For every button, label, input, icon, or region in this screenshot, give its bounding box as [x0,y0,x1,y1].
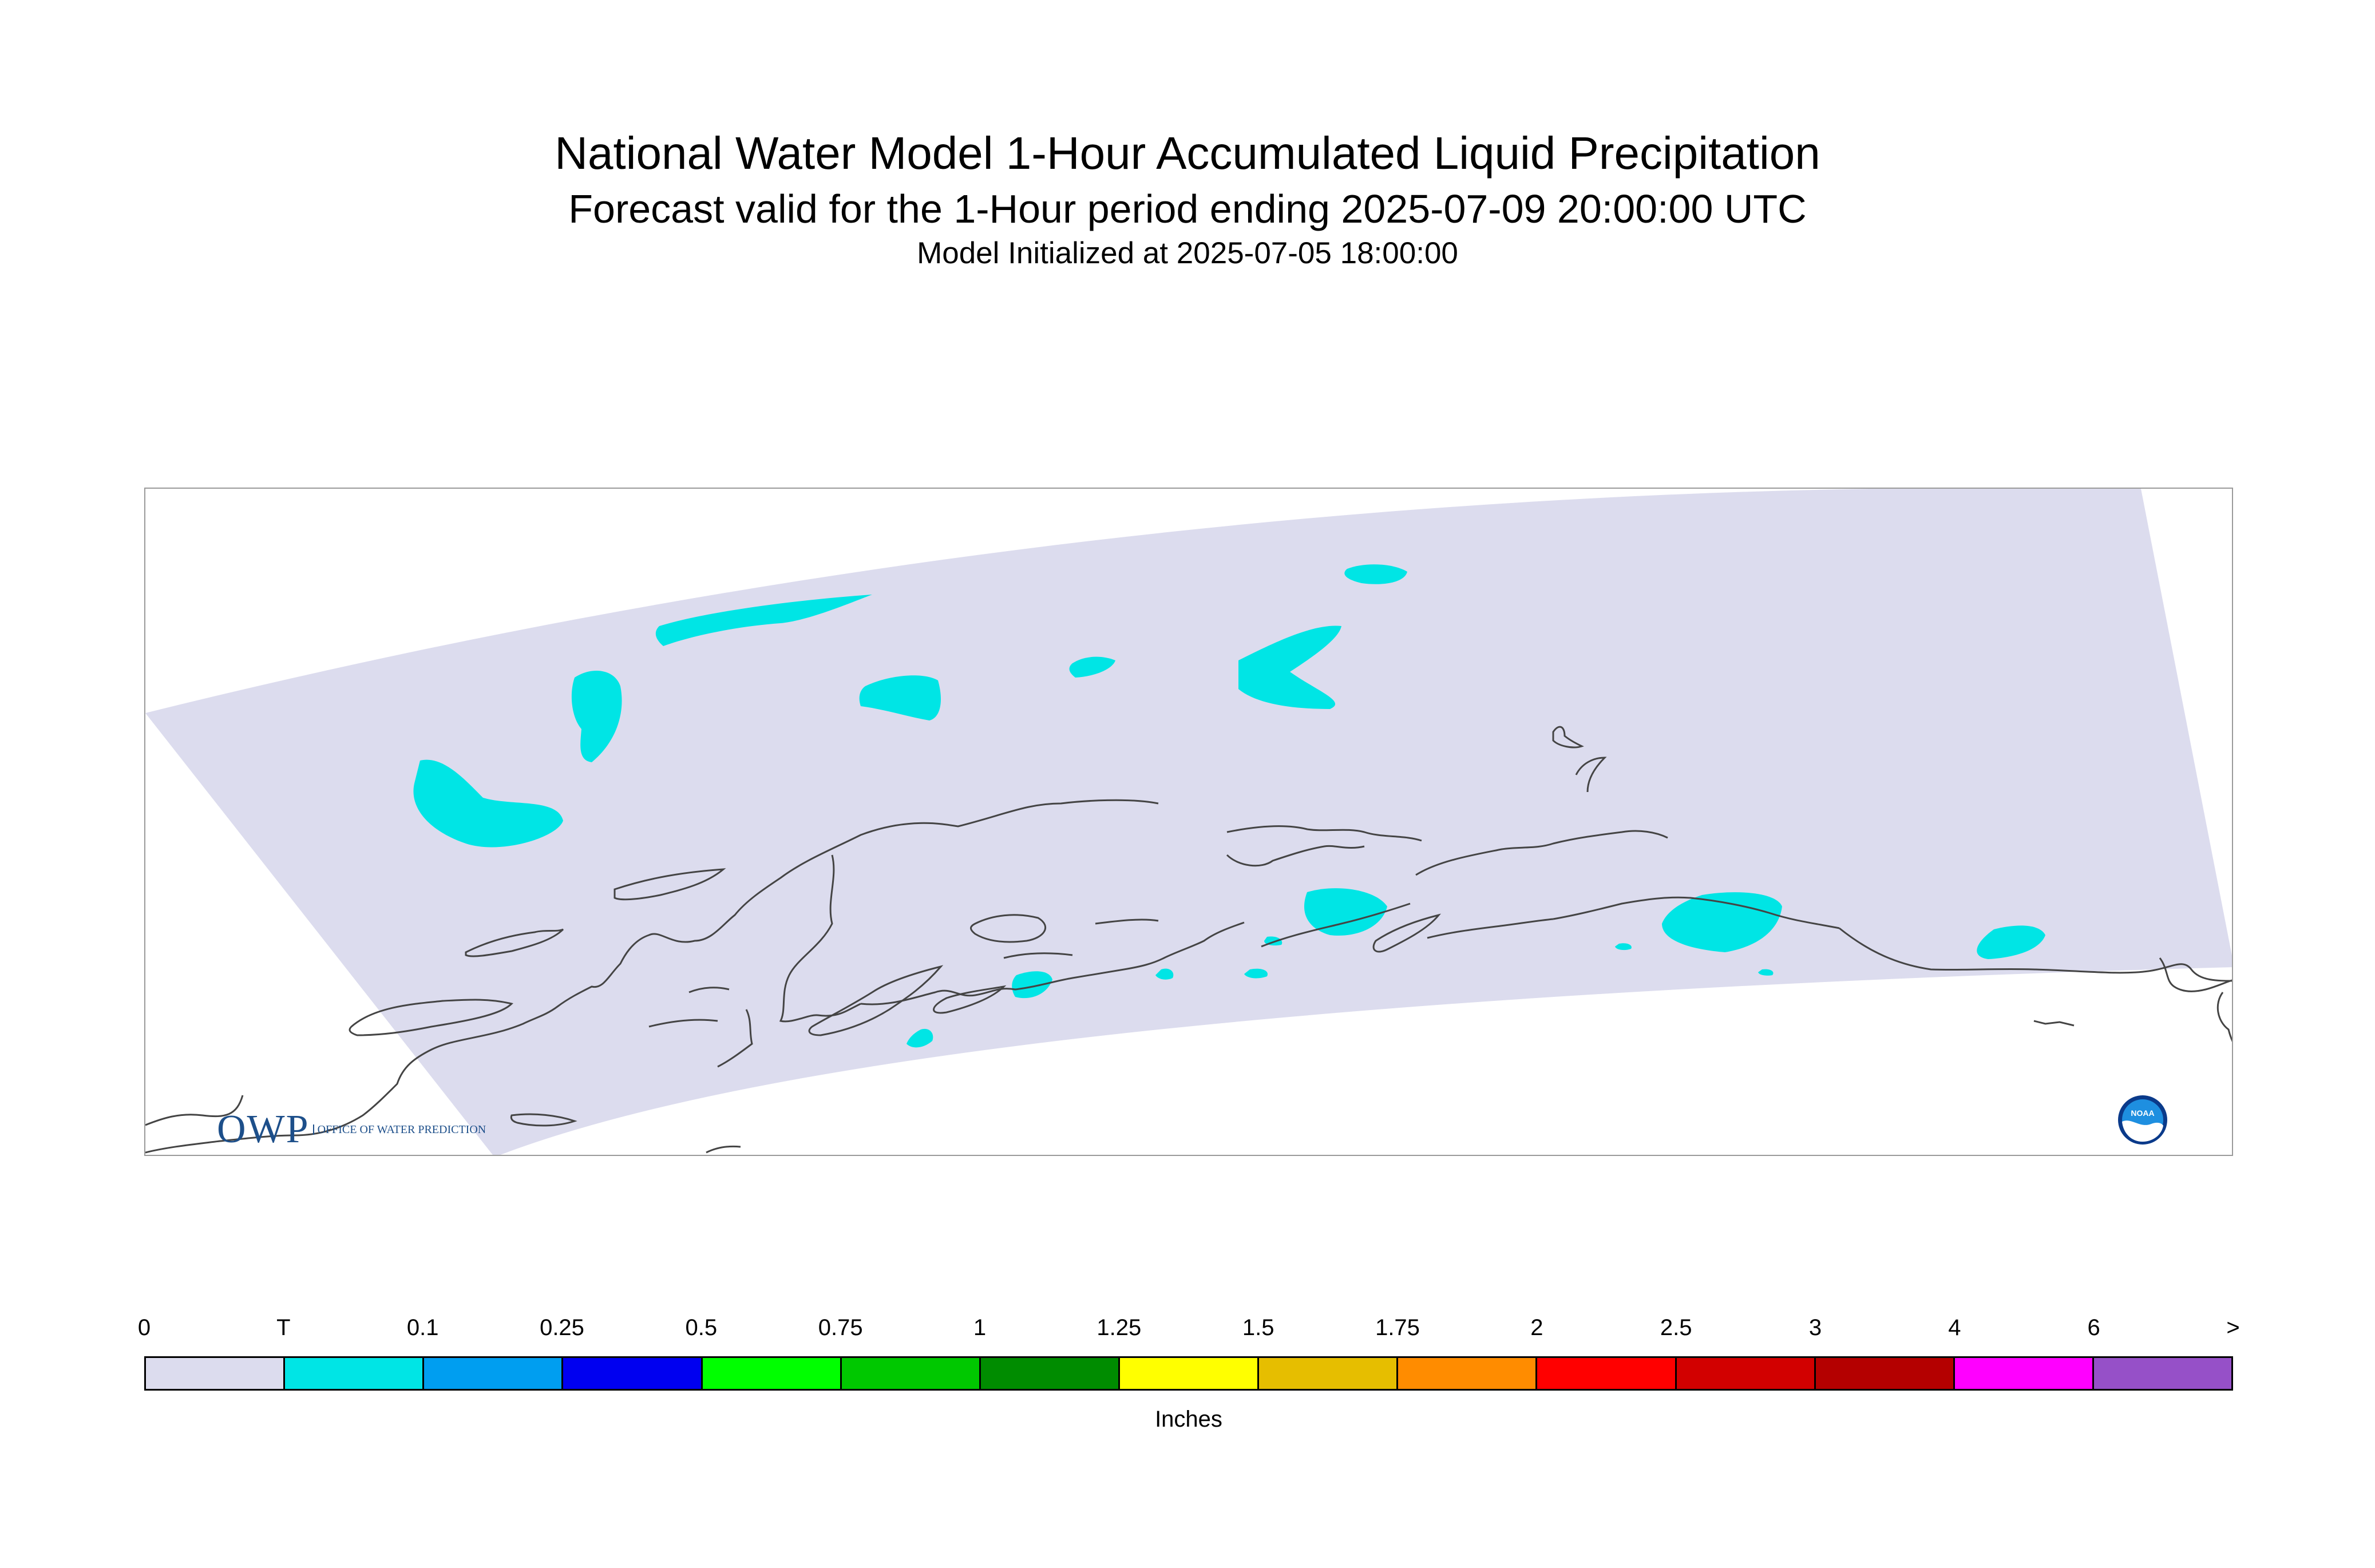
color-legend: 0 T 0.1 0.25 0.5 0.75 1 1.25 1.5 1.75 2 2.5 3 4 6 > Inc… [138,1315,2240,1432]
precip-area [1244,968,1268,979]
coastline [1552,726,1584,749]
coastline [688,987,730,993]
precip-area [1344,564,1407,584]
legend-tick-label: 0.5 [685,1315,718,1340]
map-title: National Water Model 1-Hour Accumulated … [555,128,1820,179]
legend-swatch [1119,1358,1260,1389]
precip-area [655,595,872,646]
precip-area [1615,943,1632,951]
coastline [1553,896,1840,929]
coastline [2216,992,2232,1042]
coastline [1372,913,1441,953]
legend-swatch [702,1358,842,1389]
legend-tick-label: 2.5 [1660,1315,1692,1340]
legend-tick-label: > [2226,1315,2240,1340]
legend-swatch [841,1358,981,1389]
coastlines [145,726,2232,1154]
coastline [1427,918,1554,939]
legend-swatch [146,1358,286,1389]
legend-tick-label: 0.75 [818,1315,863,1340]
legend-swatch [1676,1358,1816,1389]
coastline [860,921,1245,1005]
coastline [808,965,944,1036]
legend-swatch [1398,1358,1538,1389]
precip-area [1069,656,1115,678]
precip-area [1155,968,1174,980]
legend-swatch [424,1358,564,1389]
coastline [779,854,861,1023]
coastline [706,1145,741,1154]
owp-logo: OWP Office of Water Prediction [217,1107,486,1153]
coastline [349,999,513,1036]
model-init-subtitle: Model Initialized at 2025-07-05 18:00:00 [917,236,1458,270]
model-domain-area [145,489,2232,1155]
legend-tick-label: 4 [1948,1315,1961,1340]
precip-area [1662,892,1782,952]
legend-tick-label: 2 [1530,1315,1543,1340]
precip-area [413,759,563,848]
coastline [465,928,564,957]
legend-tick-label: T [276,1315,291,1340]
precipitation-map[interactable] [145,489,2233,1156]
legend-swatch [1954,1358,2094,1389]
coastline [613,868,726,901]
coastline [1415,830,1668,876]
map-panel[interactable]: OWP Office of Water Prediction NOAA [144,488,2233,1156]
coastline [1226,845,1365,867]
coastline [717,1009,753,1068]
noaa-logo: NOAA [2118,1095,2167,1145]
precip-area [1304,888,1387,936]
coastline [648,1019,718,1028]
coastline [1839,927,2232,982]
legend-swatch [1259,1358,1399,1389]
owp-logo-text: Office of Water Prediction [312,1124,486,1135]
legend-units-label: Inches [1155,1407,1222,1432]
precip-area [907,1028,933,1048]
coastline [1575,757,1607,793]
legend-swatch [285,1358,425,1389]
noaa-logo-text: NOAA [2131,1108,2154,1118]
precip-area [859,675,941,720]
coastline [1095,918,1159,925]
precip-area [1012,971,1052,999]
legend-swatch [2093,1358,2232,1389]
legend-tick-label: 6 [2087,1315,2100,1340]
coastline [2159,957,2232,992]
coastline [1226,825,1422,842]
coastline [933,985,1007,1014]
forecast-valid-subtitle: Forecast valid for the 1-Hour period end… [568,187,1807,231]
legend-swatch [563,1358,703,1389]
coastline [1003,952,1073,959]
legend-tick-label: 1.25 [1097,1315,1142,1340]
legend-swatch [1537,1358,1677,1389]
legend-swatch [1815,1358,1955,1389]
legend-tick-label: 3 [1808,1315,1822,1340]
legend-tick-label: 1.75 [1375,1315,1420,1340]
coastline [1261,902,1411,948]
legend-tick-label: 1.5 [1242,1315,1274,1340]
precip-areas [413,564,2045,1048]
coastline [970,914,1046,943]
precip-area [1238,625,1341,709]
legend-tick-label: 0.1 [406,1315,439,1340]
coastline [145,799,1159,1154]
legend-tick-label: 0 [137,1315,151,1340]
owp-logo-mark: OWP [217,1107,310,1151]
precip-area [1977,925,2045,959]
coastline [510,1113,577,1127]
legend-swatch [980,1358,1120,1389]
legend-tick-label: 0.25 [540,1315,584,1340]
coastline [145,1095,244,1126]
legend-color-bar [144,1356,2233,1391]
precip-area [1758,969,1774,976]
precip-area [571,671,622,762]
legend-tick-label: 1 [973,1315,987,1340]
coastline [2033,1020,2075,1027]
